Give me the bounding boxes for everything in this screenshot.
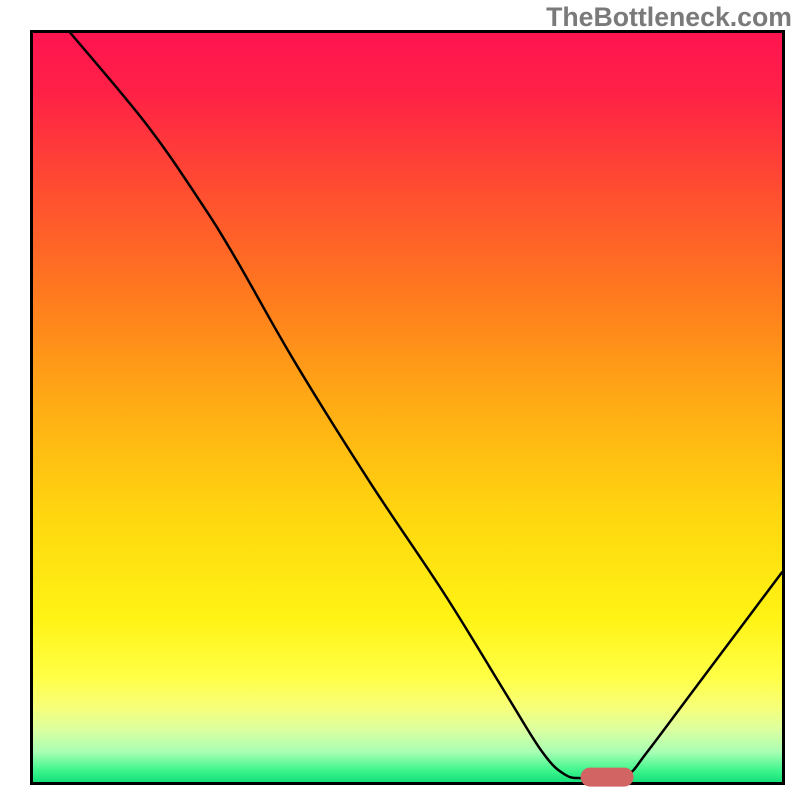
plot-area	[30, 30, 785, 785]
optimal-marker	[580, 767, 633, 786]
chart-container: TheBottleneck.com	[0, 0, 800, 800]
curve-layer	[33, 33, 782, 782]
watermark-text: TheBottleneck.com	[546, 2, 792, 33]
